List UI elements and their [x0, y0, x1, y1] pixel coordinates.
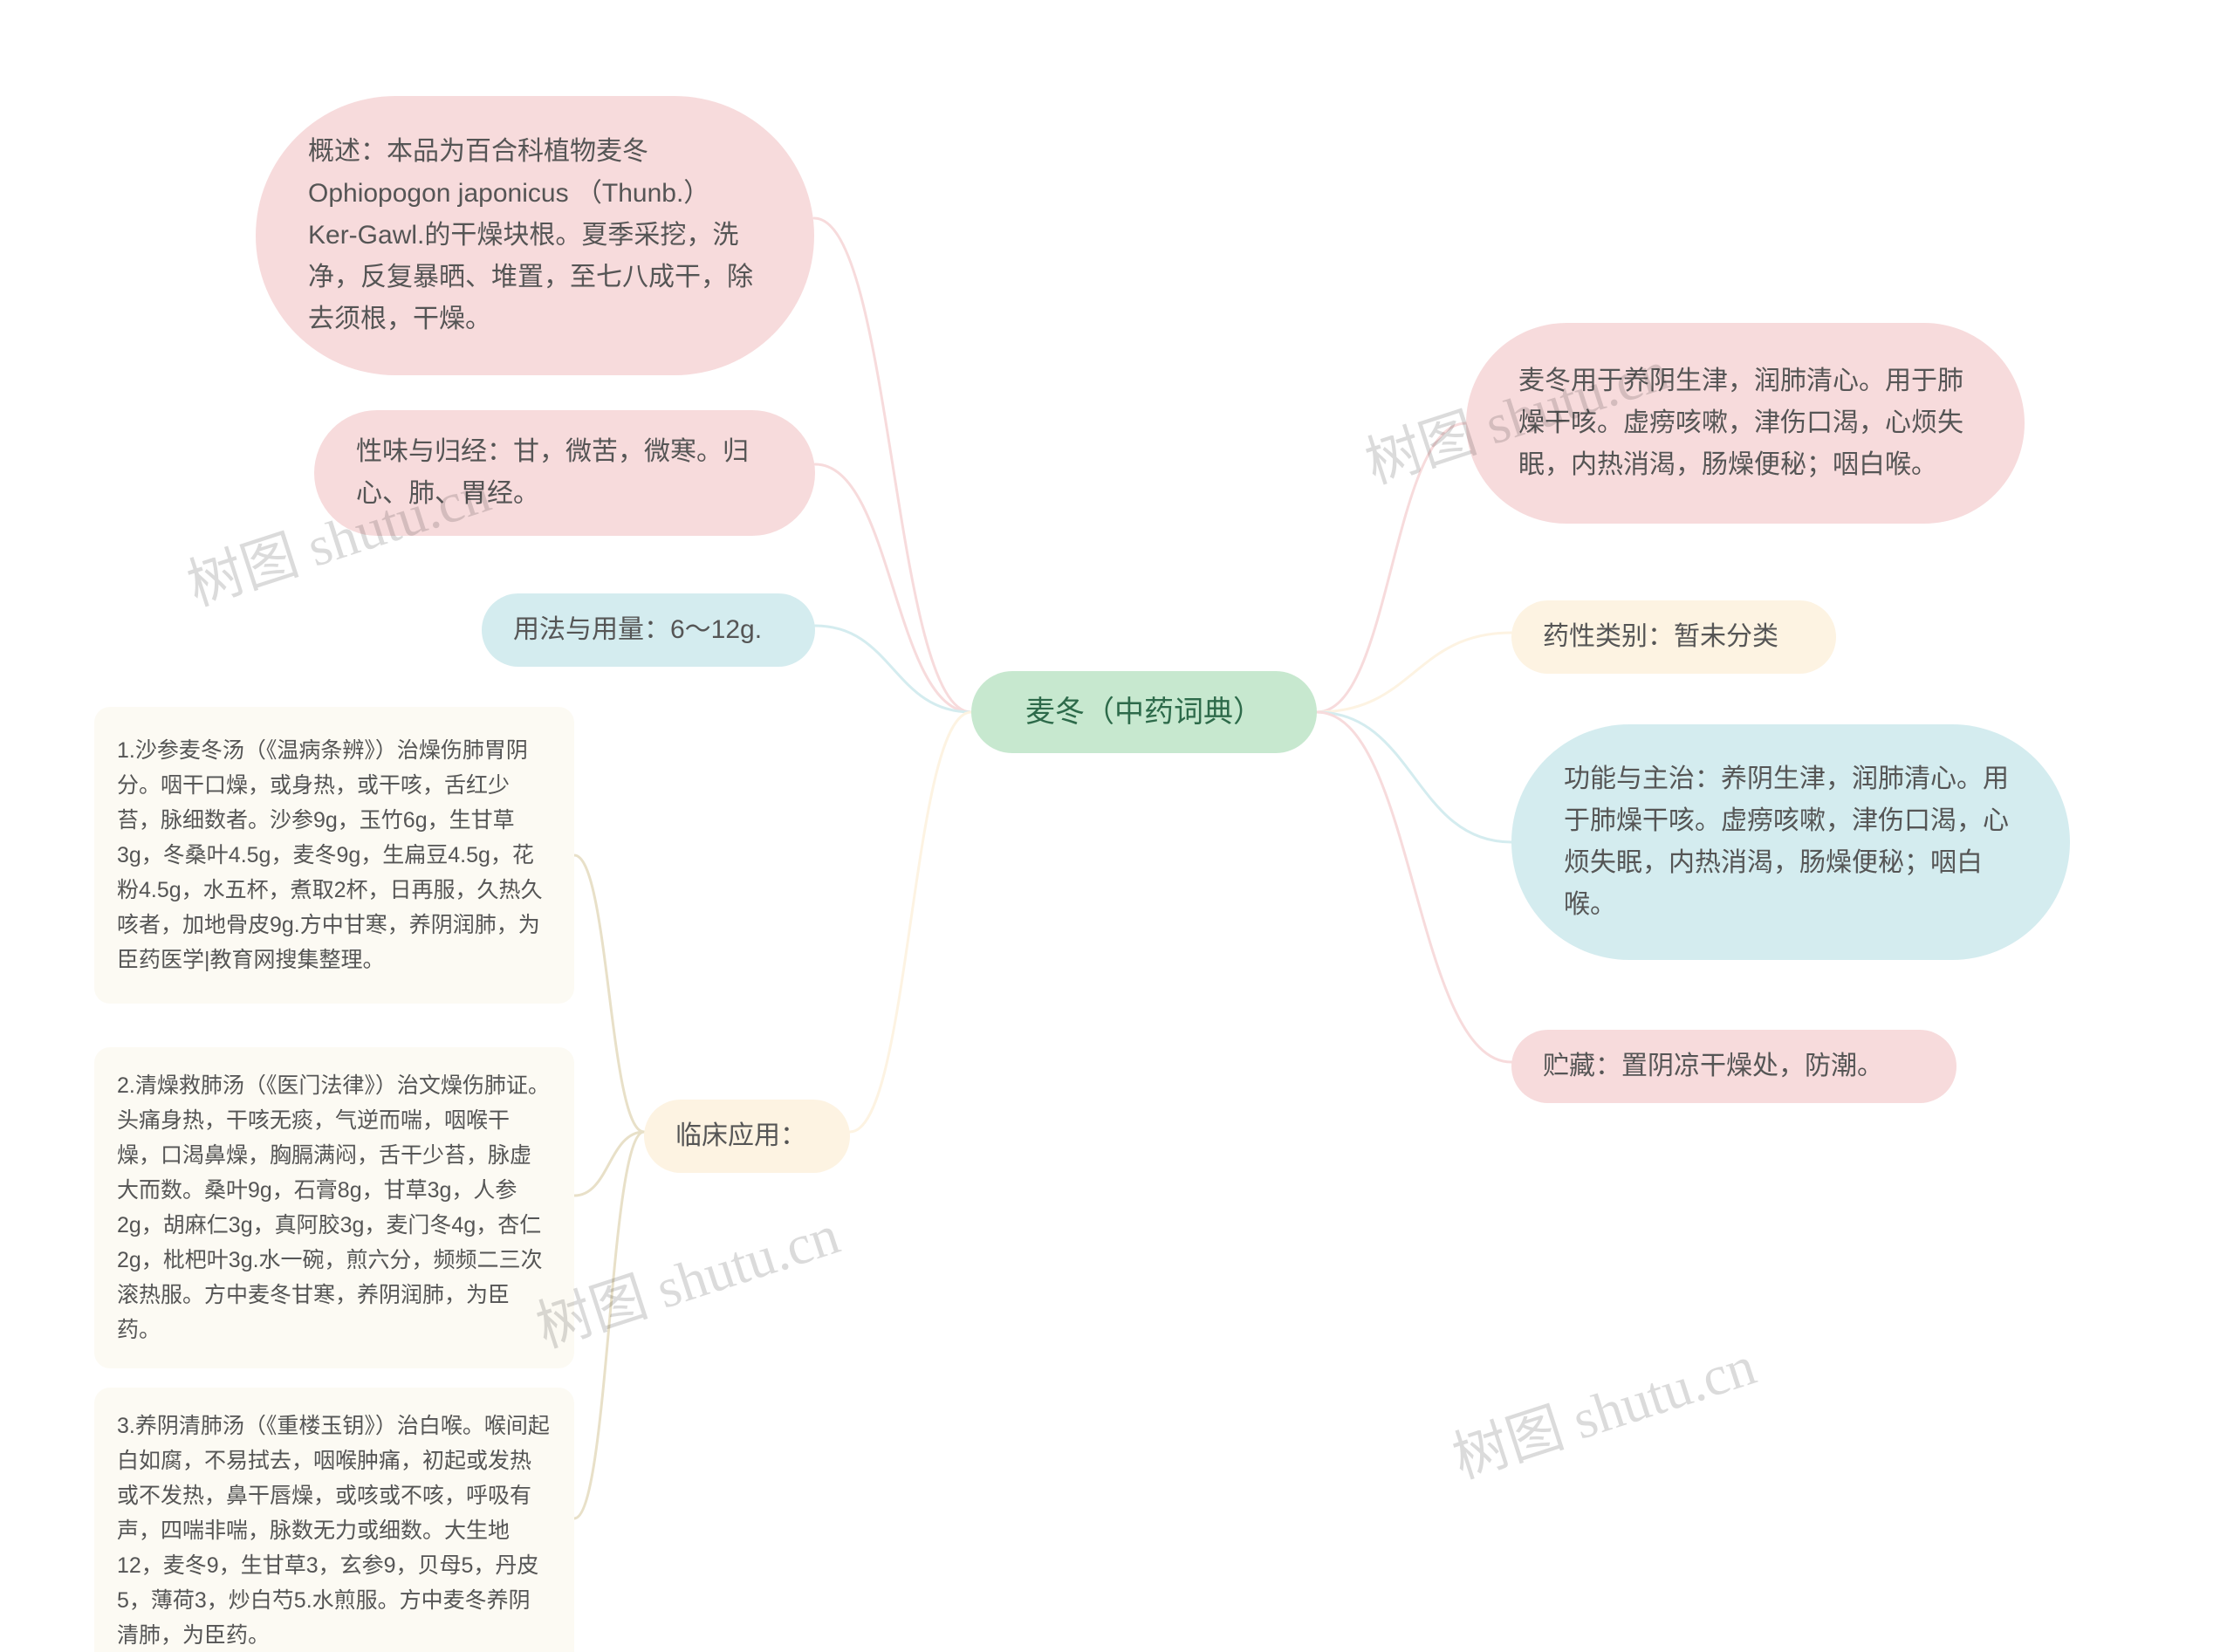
left-node-3-child-2: 3.养阴清肺汤（《重楼玉钥》）治白喉。喉间起白如腐，不易拭去，咽喉肿痛，初起或发… [94, 1388, 574, 1652]
right-node-2: 功能与主治：养阴生津，润肺清心。用于肺燥干咳。虚痨咳嗽，津伤口渴，心烦失眠，内热… [1511, 724, 2070, 960]
left-node-3-child-1: 2.清燥救肺汤（《医门法律》）治文燥伤肺证。头痛身热，干咳无痰，气逆而喘，咽喉干… [94, 1047, 574, 1368]
watermark-3: 树图 shutu.cn [1442, 1321, 1765, 1494]
right-node-2-label: 功能与主治：养阴生津，润肺清心。用于肺燥干咳。虚痨咳嗽，津伤口渴，心烦失眠，内热… [1564, 758, 2018, 926]
left-node-3-child-0: 1.沙参麦冬汤（《温病条辨》）治燥伤肺胃阴分。咽干口燥，或身热，或干咳，舌红少苔… [94, 707, 574, 1004]
left-node-1-label: 性味与归经：甘，微苦，微寒。归心、肺、胃经。 [356, 431, 773, 515]
left-node-3: 临床应用： [644, 1100, 850, 1173]
left-node-3-child-2-label: 3.养阴清肺汤（《重楼玉钥》）治白喉。喉间起白如腐，不易拭去，咽喉肿痛，初起或发… [117, 1409, 552, 1652]
left-node-0-label: 概述：本品为百合科植物麦冬Ophiopogon japonicus （Thunb… [308, 131, 762, 340]
left-node-0: 概述：本品为百合科植物麦冬Ophiopogon japonicus （Thunb… [256, 96, 814, 375]
center-node-label: 麦冬（中药词典） [997, 689, 1291, 736]
left-node-3-child-1-label: 2.清燥救肺汤（《医门法律》）治文燥伤肺证。头痛身热，干咳无痰，气逆而喘，咽喉干… [117, 1068, 552, 1347]
right-node-3: 贮藏：置阴凉干燥处，防潮。 [1511, 1030, 1956, 1103]
right-node-0-label: 麦冬用于养阴生津，润肺清心。用于肺燥干咳。虚痨咳嗽，津伤口渴，心烦失眠，内热消渴… [1518, 360, 1972, 486]
left-node-3-child-0-label: 1.沙参麦冬汤（《温病条辨》）治燥伤肺胃阴分。咽干口燥，或身热，或干咳，舌红少苔… [117, 733, 552, 977]
center-node: 麦冬（中药词典） [971, 671, 1317, 753]
right-node-0: 麦冬用于养阴生津，润肺清心。用于肺燥干咳。虚痨咳嗽，津伤口渴，心烦失眠，内热消渴… [1466, 323, 2025, 524]
left-node-2: 用法与用量：6～12g. [482, 593, 815, 667]
right-node-1-label: 药性类别：暂未分类 [1543, 616, 1805, 658]
right-node-3-label: 贮藏：置阴凉干燥处，防潮。 [1543, 1045, 1925, 1087]
left-node-2-label: 用法与用量：6～12g. [513, 609, 784, 651]
right-node-1: 药性类别：暂未分类 [1511, 600, 1836, 674]
left-node-1: 性味与归经：甘，微苦，微寒。归心、肺、胃经。 [314, 410, 815, 536]
left-node-3-label: 临床应用： [675, 1115, 819, 1157]
